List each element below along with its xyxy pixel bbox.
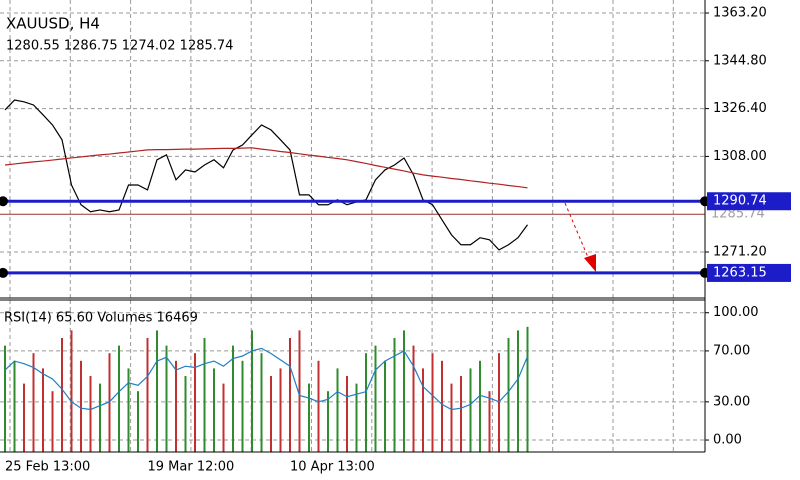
- y-tick-label: 1326.40: [713, 101, 767, 116]
- level-label-box: [707, 192, 791, 211]
- indicator-title: RSI(14) 65.60 Volumes 16469: [4, 311, 198, 326]
- series-line: [4, 99, 528, 251]
- level-handle: [0, 196, 8, 207]
- series-line: [4, 347, 529, 411]
- level-label-box: [707, 263, 791, 282]
- y-tick-label: 70.00: [713, 343, 750, 358]
- y-tick-label: 1271.20: [713, 245, 767, 260]
- level-label: 1290.74: [713, 194, 767, 209]
- level-label: 1263.15: [713, 265, 767, 280]
- arrow-head: [584, 254, 596, 272]
- y-tick-label: 1308.00: [713, 149, 767, 164]
- y-tick-label: 1344.80: [713, 53, 767, 68]
- y-tick-label: 100.00: [713, 305, 759, 320]
- ohlc-text: 1280.55 1286.75 1274.02 1285.74: [6, 39, 233, 54]
- forecast-arrow: [564, 202, 591, 263]
- x-tick-label: 25 Feb 13:00: [5, 460, 90, 475]
- level-handle: [0, 267, 8, 278]
- chart-title: XAUUSD, H4: [6, 15, 100, 33]
- x-tick-label: 19 Mar 12:00: [148, 460, 235, 475]
- last-price-label: 1285.74: [711, 207, 765, 222]
- x-tick-label: 10 Apr 13:00: [290, 460, 375, 475]
- y-tick-label: 1363.20: [713, 5, 767, 20]
- series-line: [4, 147, 528, 189]
- y-tick-label: 0.00: [713, 433, 742, 448]
- y-tick-label: 30.00: [713, 394, 750, 409]
